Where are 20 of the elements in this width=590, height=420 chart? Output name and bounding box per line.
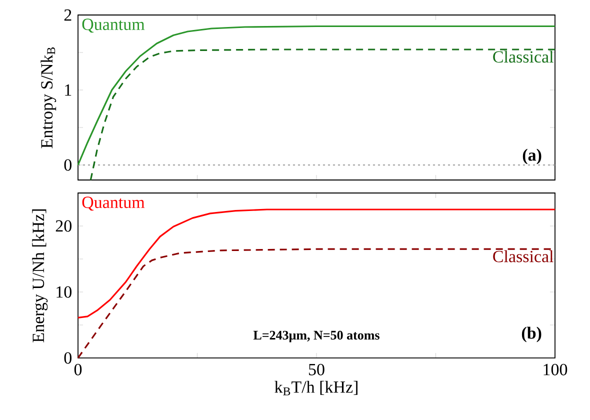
x-tick-label: 50 (308, 364, 324, 376)
x-tick-label: 0 (74, 364, 82, 376)
line-series (90, 48, 556, 181)
y-tick-label: 0 (64, 352, 72, 364)
x-tick-label: 100 (544, 364, 568, 376)
y-tick-label: 10 (56, 286, 72, 298)
series-label: Quantum (82, 18, 145, 33)
series-label: Quantum (82, 196, 145, 211)
annotation: L=243μm, N=50 atoms (253, 330, 380, 342)
y-axis-title: Energy U/Nh [kHz] (32, 209, 48, 342)
annotation: (a) (522, 148, 542, 164)
series-label: Classical (493, 250, 554, 262)
y-tick-label: 1 (65, 84, 72, 96)
series-label: Classical (493, 50, 554, 63)
x-axis-title: k$_{B}$T/h [kHz] (274, 380, 358, 396)
y-tick-label: 2 (64, 9, 72, 21)
y-tick-label: 0 (64, 159, 72, 171)
annotation: (b) (522, 326, 542, 342)
y-tick-label: 20 (56, 220, 72, 232)
y-axis-title: Entropy S/Nk$_{B}$ (40, 47, 56, 148)
